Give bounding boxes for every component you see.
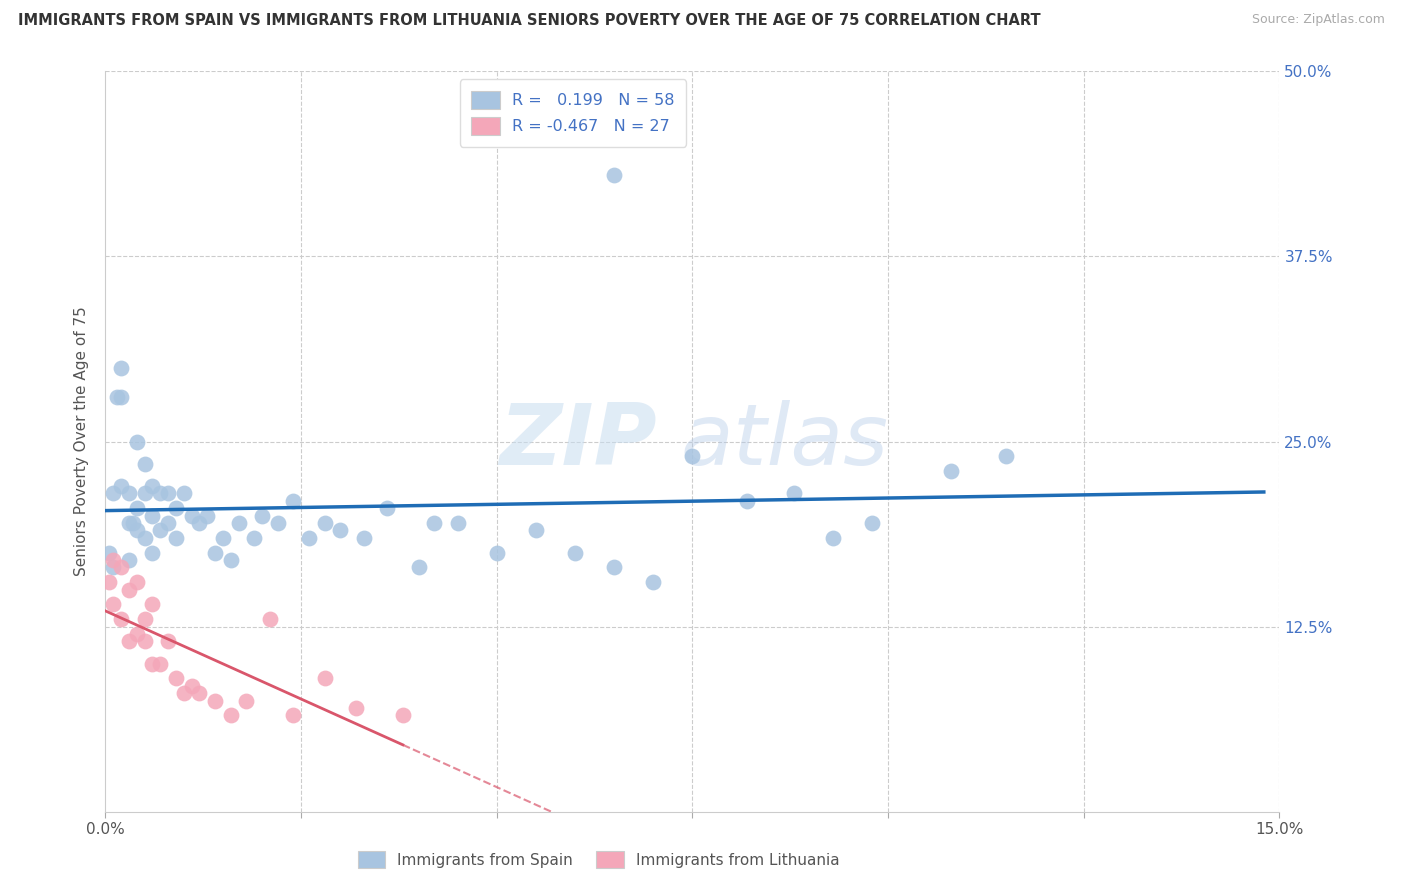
Point <box>298 531 321 545</box>
Point <box>165 501 187 516</box>
Point <box>141 546 163 560</box>
Point <box>157 486 180 500</box>
Point <box>219 708 242 723</box>
Point <box>165 531 187 545</box>
Point <box>211 531 233 545</box>
Point <box>423 516 446 530</box>
Point <box>783 486 806 500</box>
Point <box>173 486 195 500</box>
Point <box>118 516 141 530</box>
Point <box>524 524 547 538</box>
Point <box>110 560 132 574</box>
Point <box>103 553 125 567</box>
Point <box>118 582 141 597</box>
Point <box>564 546 586 560</box>
Point <box>103 560 125 574</box>
Point <box>141 479 163 493</box>
Point <box>125 434 148 449</box>
Point <box>243 531 266 545</box>
Point <box>141 598 163 612</box>
Point <box>603 168 626 182</box>
Text: IMMIGRANTS FROM SPAIN VS IMMIGRANTS FROM LITHUANIA SENIORS POVERTY OVER THE AGE : IMMIGRANTS FROM SPAIN VS IMMIGRANTS FROM… <box>18 13 1040 29</box>
Point <box>110 479 132 493</box>
Point <box>228 516 250 530</box>
Point <box>392 708 415 723</box>
Point <box>103 598 125 612</box>
Point <box>118 486 141 500</box>
Point <box>157 634 180 648</box>
Point <box>446 516 468 530</box>
Legend: Immigrants from Spain, Immigrants from Lithuania: Immigrants from Spain, Immigrants from L… <box>352 845 845 874</box>
Point <box>110 360 132 375</box>
Text: Source: ZipAtlas.com: Source: ZipAtlas.com <box>1251 13 1385 27</box>
Point <box>125 575 148 590</box>
Point <box>862 516 884 530</box>
Point <box>180 679 202 693</box>
Point <box>110 390 132 404</box>
Point <box>121 516 143 530</box>
Point <box>149 657 172 671</box>
Point <box>118 634 141 648</box>
Point <box>134 486 156 500</box>
Point <box>125 627 148 641</box>
Point <box>939 464 962 478</box>
Point <box>823 531 845 545</box>
Point <box>994 450 1017 464</box>
Point <box>283 708 305 723</box>
Point <box>110 612 132 626</box>
Point <box>134 531 156 545</box>
Point <box>195 508 218 523</box>
Point <box>329 524 352 538</box>
Point <box>180 508 202 523</box>
Point <box>165 672 187 686</box>
Point <box>105 390 128 404</box>
Point <box>485 546 508 560</box>
Point <box>149 524 172 538</box>
Point <box>125 501 148 516</box>
Point <box>375 501 398 516</box>
Point <box>118 553 141 567</box>
Point <box>283 493 305 508</box>
Point <box>141 657 163 671</box>
Point <box>344 701 367 715</box>
Point <box>103 486 125 500</box>
Text: ZIP: ZIP <box>499 400 657 483</box>
Point <box>98 575 121 590</box>
Point <box>643 575 665 590</box>
Point <box>735 493 758 508</box>
Point <box>188 516 211 530</box>
Point <box>98 546 121 560</box>
Point <box>353 531 375 545</box>
Point <box>134 612 156 626</box>
Point <box>314 672 336 686</box>
Point <box>266 516 288 530</box>
Point <box>603 560 626 574</box>
Point <box>204 694 226 708</box>
Text: atlas: atlas <box>681 400 889 483</box>
Point <box>134 634 156 648</box>
Point <box>681 450 703 464</box>
Point <box>141 508 163 523</box>
Point <box>157 516 180 530</box>
Y-axis label: Seniors Poverty Over the Age of 75: Seniors Poverty Over the Age of 75 <box>75 307 90 576</box>
Point <box>134 457 156 471</box>
Point <box>259 612 281 626</box>
Point <box>173 686 195 700</box>
Point <box>408 560 430 574</box>
Point <box>204 546 226 560</box>
Point <box>125 524 148 538</box>
Point <box>188 686 211 700</box>
Point <box>250 508 273 523</box>
Point <box>219 553 242 567</box>
Point <box>149 486 172 500</box>
Point <box>235 694 257 708</box>
Point <box>314 516 336 530</box>
